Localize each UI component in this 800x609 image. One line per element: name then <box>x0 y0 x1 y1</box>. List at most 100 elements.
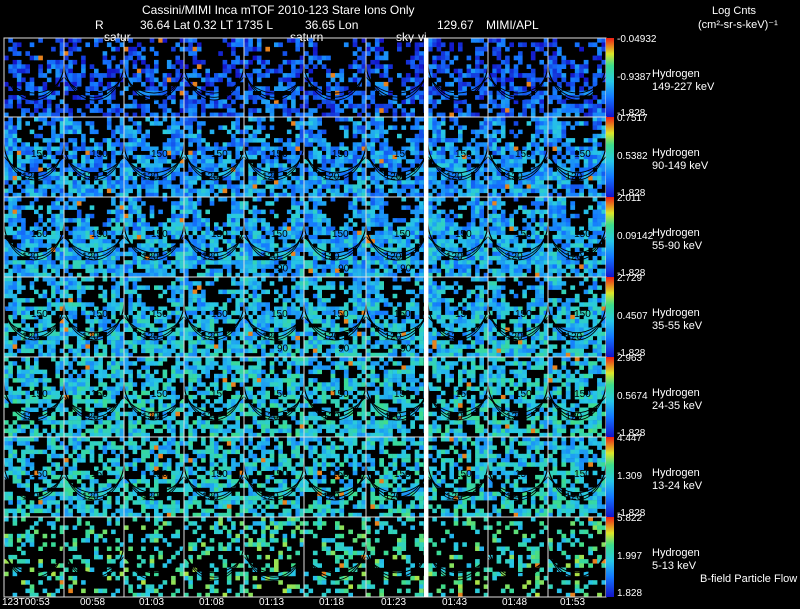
contour-line <box>63 468 125 498</box>
contour-label: 120 <box>22 171 39 182</box>
contour-line <box>123 396 185 414</box>
contour-label: 120 <box>565 411 582 422</box>
contour-line <box>243 228 305 258</box>
colorbar-max: 5.822 <box>617 513 643 524</box>
contour-label: 150 <box>151 469 168 480</box>
contour-line <box>123 468 185 498</box>
image-panel: 150 120 <box>547 356 607 438</box>
image-panel: 150 120 <box>365 116 429 198</box>
contour-label: 150 <box>455 309 472 320</box>
contour-label: 120 <box>323 331 340 342</box>
contour-label: 150 <box>91 469 108 480</box>
image-panel: 150 120 <box>183 276 245 358</box>
contour-label: 150 <box>455 389 472 400</box>
band-energy: 5-13 keV <box>652 560 697 573</box>
contour-label: 150 <box>91 389 108 400</box>
contour-label: 120 <box>565 171 582 182</box>
band-species: Hydrogen <box>652 68 700 81</box>
colorbar-mid: 0.09142 <box>617 231 654 242</box>
contour-line <box>487 468 549 498</box>
contour-label: 120 <box>506 491 523 502</box>
contour-label: 120 <box>323 171 340 182</box>
contour-line <box>547 548 607 578</box>
colorbar-min: -1.828 <box>617 108 646 119</box>
contour-line <box>3 396 65 414</box>
contour-line <box>547 556 607 574</box>
image-panel <box>365 37 429 118</box>
image-panel: 150 120 <box>3 196 65 278</box>
contour-line <box>303 468 367 498</box>
band-species: Hydrogen <box>652 387 700 400</box>
r-label: R <box>95 18 104 32</box>
contour-label: 150 <box>394 229 411 240</box>
contour-line <box>547 236 607 254</box>
contour-label: 120 <box>142 411 159 422</box>
image-panel <box>547 516 607 598</box>
contour-label: 120 <box>142 251 159 262</box>
contour-label: 120 <box>22 411 39 422</box>
contour-label: 150 <box>31 229 48 240</box>
image-panel: 150 120 <box>3 356 65 438</box>
image-panel: 150 120 <box>427 436 489 518</box>
contour-line <box>123 156 185 174</box>
contour-line <box>3 556 65 574</box>
contour-label: 150 <box>332 389 349 400</box>
contour-line <box>63 316 125 334</box>
contour-label: 120 <box>506 251 523 262</box>
time-label: 01:43 <box>442 597 468 608</box>
image-panel <box>427 516 489 598</box>
contour-line <box>63 76 125 94</box>
contour-label: 150 <box>332 229 349 240</box>
contour-line <box>183 68 245 98</box>
bfield-note: B-field Particle Flow <box>700 573 798 585</box>
contour-line <box>303 548 367 578</box>
contour-line <box>183 148 245 178</box>
contour-line <box>3 308 65 338</box>
colorbar-min: -1.828 <box>617 188 646 199</box>
contour-line <box>303 156 367 174</box>
contour-line <box>547 308 607 338</box>
contour-line <box>243 556 305 574</box>
contour-label: 150 <box>271 229 288 240</box>
contour-line <box>365 148 429 178</box>
contour-line <box>183 468 245 498</box>
time-label: 01:03 <box>139 597 165 608</box>
contour-label: 150 <box>394 309 411 320</box>
band-label: Hydrogen 24-35 keV <box>652 387 702 413</box>
contour-line <box>123 148 185 178</box>
image-panel: 150 120 <box>63 436 125 518</box>
contour-line <box>427 76 489 94</box>
contour-label: 150 <box>31 309 48 320</box>
image-panel <box>123 516 185 598</box>
time-label: 01:48 <box>502 597 528 608</box>
band-energy: 35-55 keV <box>652 320 703 333</box>
contour-line <box>487 388 549 418</box>
contour-line <box>487 228 549 258</box>
contour-line <box>427 148 489 178</box>
image-panel <box>243 37 305 118</box>
contour-line <box>487 476 549 494</box>
contour-line <box>303 308 367 338</box>
contour-line <box>487 68 549 98</box>
image-panel: 150 120 <box>303 116 367 198</box>
image-panel: 150 120 <box>547 436 607 518</box>
contour-line <box>63 396 125 414</box>
time-label: 01:08 <box>199 597 225 608</box>
contour-line <box>487 236 549 254</box>
contour-line <box>365 476 429 494</box>
image-panel: 150 120 <box>427 116 489 198</box>
colorbar-min: -1.828 <box>617 508 646 519</box>
contour-label: 150 <box>211 389 228 400</box>
contour-label: 120 <box>142 491 159 502</box>
contour-label: 120 <box>82 171 99 182</box>
contour-line <box>547 148 607 178</box>
contour-line <box>365 316 429 334</box>
image-panel: 150 120 <box>3 116 65 198</box>
contour-line <box>243 76 305 94</box>
color-bar <box>606 38 614 117</box>
contour-line <box>365 396 429 414</box>
colorbar-max: 2.011 <box>617 193 642 204</box>
